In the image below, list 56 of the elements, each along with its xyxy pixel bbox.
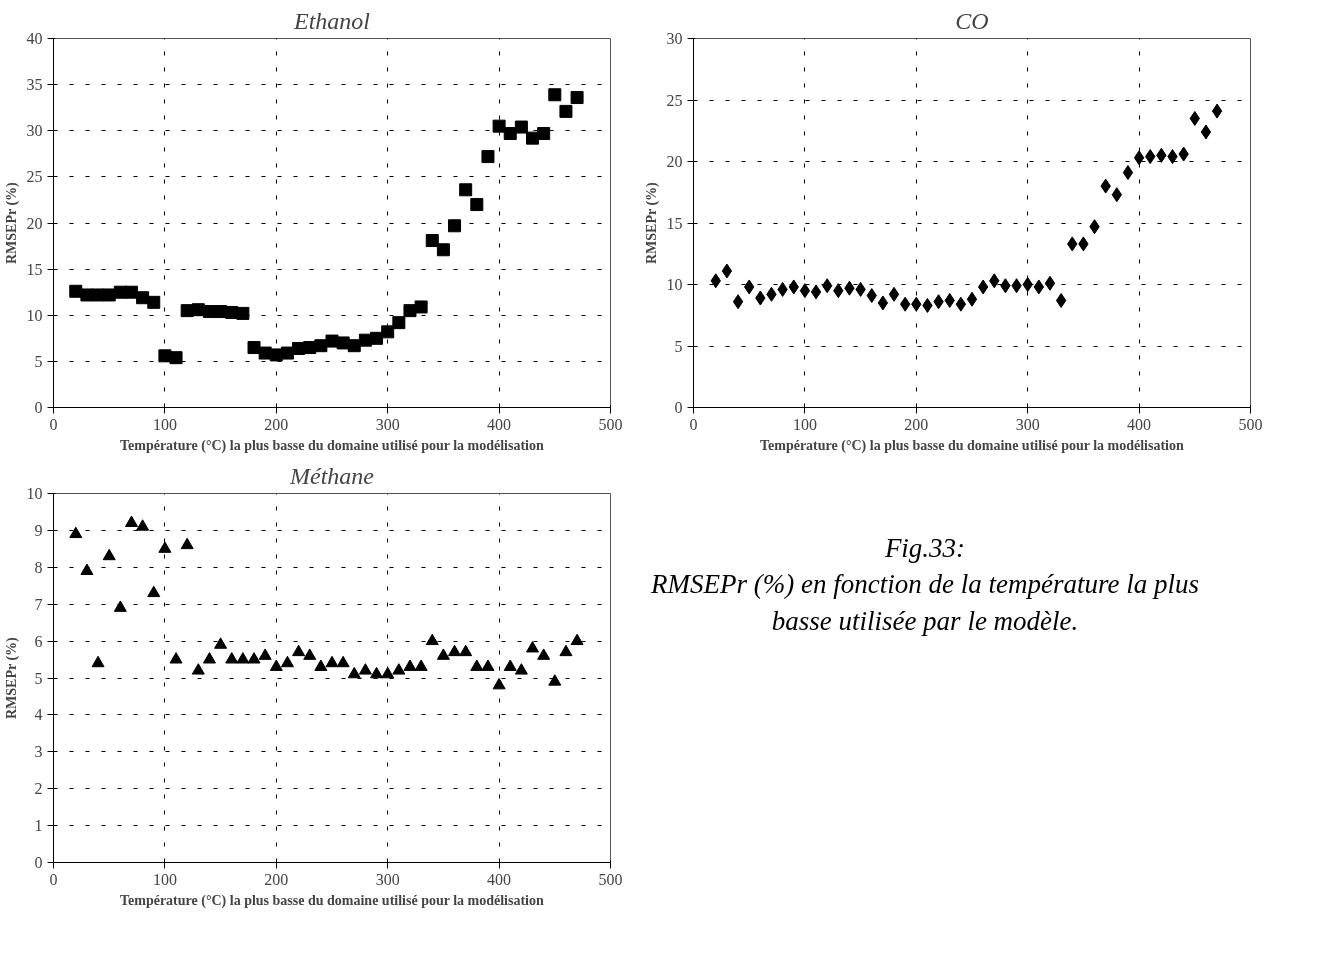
y-axis-title: RMSEPr (%) — [3, 636, 20, 720]
x-tick-label: 0 — [689, 415, 698, 433]
y-tick-label: 4 — [34, 706, 43, 724]
x-axis-title: Température (°C) la plus basse du domaine utilisé pour la modélisation — [119, 437, 544, 454]
y-tick-label: 0 — [34, 854, 43, 871]
y-tick-label: 30 — [26, 122, 43, 140]
x-axis-title: Température (°C) la plus basse du domaine utilisé pour la modélisation — [759, 437, 1184, 454]
x-tick-label: 100 — [792, 415, 817, 433]
y-axis-title: RMSEPr (%) — [3, 181, 20, 265]
y-tick-label: 0 — [674, 399, 683, 416]
text: RMSEPr (%) en fonction de la température la plus basse utilisée par le modèle. — [650, 568, 1200, 638]
x-tick-label: 500 — [1238, 415, 1263, 433]
chart-title: CO — [955, 7, 989, 34]
y-tick-label: 2 — [34, 780, 43, 798]
x-tick-label: 200 — [904, 415, 929, 433]
y-axis-title: RMSEPr (%) — [643, 181, 660, 265]
y-tick-label: 3 — [34, 743, 43, 761]
y-tick-label: 5 — [674, 337, 683, 355]
x-axis-title: Température (°C) la plus basse du domaine utilisé pour la modélisation — [119, 892, 544, 909]
x-tick-label: 0 — [49, 415, 58, 433]
y-tick-label: 15 — [666, 214, 683, 232]
x-tick-label: 100 — [152, 870, 177, 888]
y-tick-label: 25 — [26, 168, 43, 186]
caption: Fig.33: — [883, 532, 967, 565]
x-tick-label: 0 — [49, 870, 58, 888]
y-tick-label: 15 — [26, 260, 43, 278]
y-tick-label: 20 — [26, 214, 43, 232]
y-tick-label: 20 — [666, 153, 683, 170]
x-tick-label: 200 — [264, 415, 289, 433]
y-tick-label: 1 — [34, 817, 43, 835]
y-tick-label: 5 — [34, 352, 43, 370]
y-tick-label: 0 — [34, 399, 43, 416]
y-tick-label: 5 — [34, 669, 43, 687]
x-tick-label: 400 — [487, 415, 512, 433]
y-tick-label: 40 — [26, 30, 43, 47]
x-tick-label: 500 — [598, 415, 623, 433]
y-tick-label: 25 — [666, 91, 683, 109]
y-tick-label: 8 — [34, 558, 43, 576]
x-tick-label: 500 — [598, 870, 623, 888]
x-tick-label: 400 — [1127, 415, 1152, 433]
chart-title: Ethanol — [293, 7, 371, 34]
y-tick-label: 10 — [26, 485, 43, 502]
x-tick-label: 200 — [264, 870, 289, 888]
y-tick-label: 7 — [34, 595, 43, 613]
x-tick-label: 300 — [375, 870, 400, 888]
y-tick-label: 9 — [34, 521, 43, 539]
chart-title: Méthane — [289, 462, 375, 489]
x-tick-label: 100 — [152, 415, 177, 433]
y-tick-label: 10 — [666, 276, 683, 293]
y-tick-label: 30 — [666, 30, 683, 47]
x-tick-label: 300 — [1015, 415, 1040, 433]
x-tick-label: 300 — [375, 415, 400, 433]
y-tick-label: 35 — [26, 76, 43, 94]
y-tick-label: 10 — [26, 306, 43, 324]
x-tick-label: 400 — [487, 870, 512, 888]
y-tick-label: 6 — [34, 632, 43, 650]
